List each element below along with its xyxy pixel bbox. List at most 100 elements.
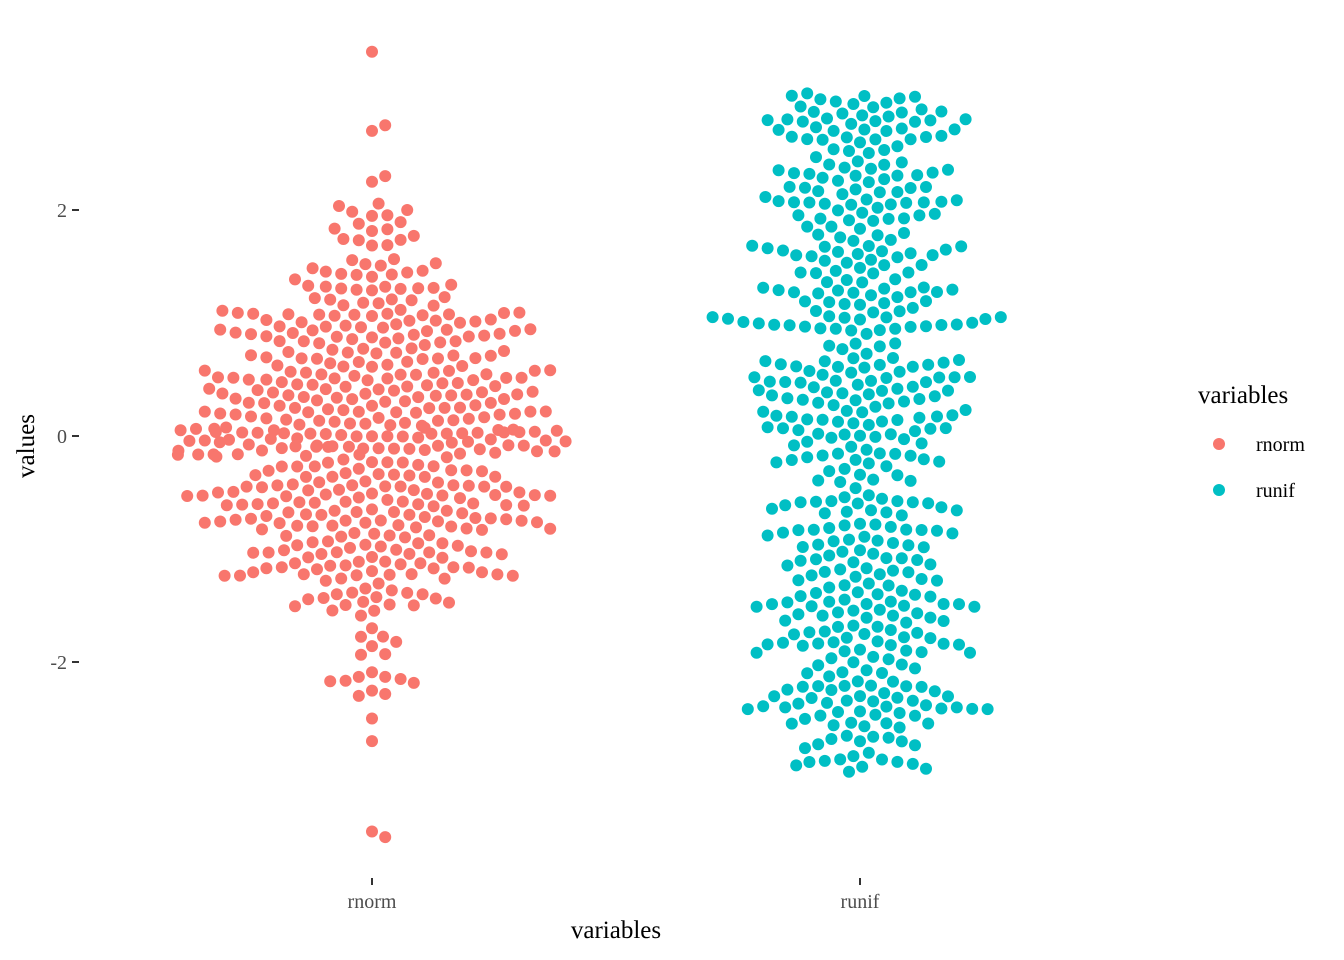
rnorm-point bbox=[372, 197, 385, 210]
runif-point bbox=[801, 413, 814, 426]
rnorm-point bbox=[469, 512, 482, 524]
runif-point bbox=[768, 318, 781, 331]
runif-point bbox=[777, 422, 789, 435]
rnorm-point bbox=[297, 335, 310, 348]
runif-point bbox=[777, 244, 789, 257]
rnorm-point bbox=[379, 336, 392, 349]
rnorm-point bbox=[484, 396, 497, 409]
rnorm-point bbox=[492, 424, 505, 436]
rnorm-point bbox=[346, 393, 359, 406]
rnorm-point bbox=[427, 281, 440, 294]
runif-point bbox=[774, 358, 787, 371]
rnorm-point bbox=[462, 330, 475, 343]
rnorm-point bbox=[214, 515, 227, 528]
runif-point bbox=[818, 754, 831, 767]
runif-point bbox=[814, 212, 827, 225]
rnorm-point bbox=[379, 648, 392, 661]
runif-point bbox=[832, 174, 844, 187]
rnorm-point bbox=[392, 332, 405, 345]
runif-point bbox=[856, 406, 869, 419]
runif-point bbox=[884, 198, 897, 211]
rnorm-point bbox=[445, 389, 458, 402]
rnorm-point bbox=[319, 428, 332, 440]
runif-point bbox=[924, 114, 937, 127]
runif-point bbox=[785, 130, 798, 143]
rnorm-point bbox=[412, 282, 425, 295]
rnorm-point bbox=[198, 405, 211, 418]
rnorm-point bbox=[388, 506, 400, 518]
rnorm-point bbox=[415, 419, 428, 432]
runif-point bbox=[981, 703, 994, 716]
runif-point bbox=[913, 411, 926, 424]
rnorm-point bbox=[267, 497, 279, 510]
runif-point bbox=[785, 454, 798, 466]
rnorm-point bbox=[467, 374, 480, 387]
runif-point bbox=[794, 496, 807, 509]
rnorm-point bbox=[438, 291, 451, 304]
runif-point bbox=[768, 690, 781, 703]
runif-point bbox=[858, 720, 871, 733]
runif-point bbox=[911, 169, 924, 182]
runif-point bbox=[979, 313, 992, 325]
rnorm-point bbox=[352, 555, 365, 568]
rnorm-point bbox=[372, 297, 385, 310]
rnorm-point bbox=[311, 563, 323, 576]
runif-point bbox=[876, 667, 888, 679]
runif-point bbox=[920, 762, 932, 775]
runif-point bbox=[827, 399, 840, 412]
runif-point bbox=[889, 273, 902, 286]
runif-point bbox=[816, 413, 829, 426]
rnorm-point bbox=[247, 307, 260, 320]
runif-point bbox=[810, 267, 822, 280]
runif-point bbox=[803, 626, 816, 639]
rnorm-point bbox=[500, 480, 513, 493]
rnorm-point bbox=[407, 676, 420, 689]
runif-point bbox=[878, 687, 891, 700]
runif-point bbox=[766, 502, 778, 515]
rnorm-point bbox=[317, 592, 330, 604]
rnorm-point bbox=[262, 546, 275, 559]
runif-point bbox=[812, 659, 825, 672]
rnorm-point bbox=[418, 339, 431, 351]
rnorm-point bbox=[396, 430, 409, 443]
rnorm-point bbox=[311, 352, 323, 365]
rnorm-point bbox=[355, 321, 367, 334]
runif-point bbox=[915, 680, 928, 693]
runif-point bbox=[862, 577, 875, 590]
rnorm-point bbox=[528, 364, 541, 377]
runif-point bbox=[781, 392, 794, 405]
rnorm-point bbox=[236, 498, 249, 511]
rnorm-point bbox=[381, 456, 394, 469]
rnorm-point bbox=[478, 329, 491, 342]
runif-point bbox=[873, 186, 886, 199]
runif-point bbox=[931, 574, 943, 587]
runif-point bbox=[937, 356, 950, 369]
runif-point bbox=[810, 587, 822, 599]
runif-point bbox=[924, 632, 937, 645]
runif-point bbox=[895, 735, 908, 748]
runif-point bbox=[920, 295, 932, 308]
runif-point bbox=[785, 89, 798, 102]
runif-point bbox=[812, 427, 825, 440]
runif-point bbox=[867, 730, 880, 743]
runif-point bbox=[953, 354, 965, 366]
runif-point bbox=[878, 158, 891, 171]
runif-point bbox=[891, 495, 904, 508]
runif-point bbox=[832, 447, 844, 460]
rnorm-point bbox=[319, 383, 332, 396]
runif-point bbox=[847, 656, 860, 669]
runif-point bbox=[931, 524, 943, 537]
rnorm-point bbox=[385, 268, 398, 281]
runif-point bbox=[876, 492, 888, 505]
runif-point bbox=[876, 245, 888, 258]
rnorm-point bbox=[403, 442, 416, 455]
runif-point bbox=[928, 685, 941, 698]
rnorm-point bbox=[462, 561, 475, 574]
runif-point bbox=[950, 701, 963, 714]
rnorm-point bbox=[403, 547, 416, 560]
rnorm-point bbox=[421, 487, 433, 500]
runif-point bbox=[869, 430, 882, 443]
runif-point bbox=[849, 169, 862, 182]
rnorm-point bbox=[432, 414, 444, 427]
runif-point bbox=[849, 453, 862, 466]
